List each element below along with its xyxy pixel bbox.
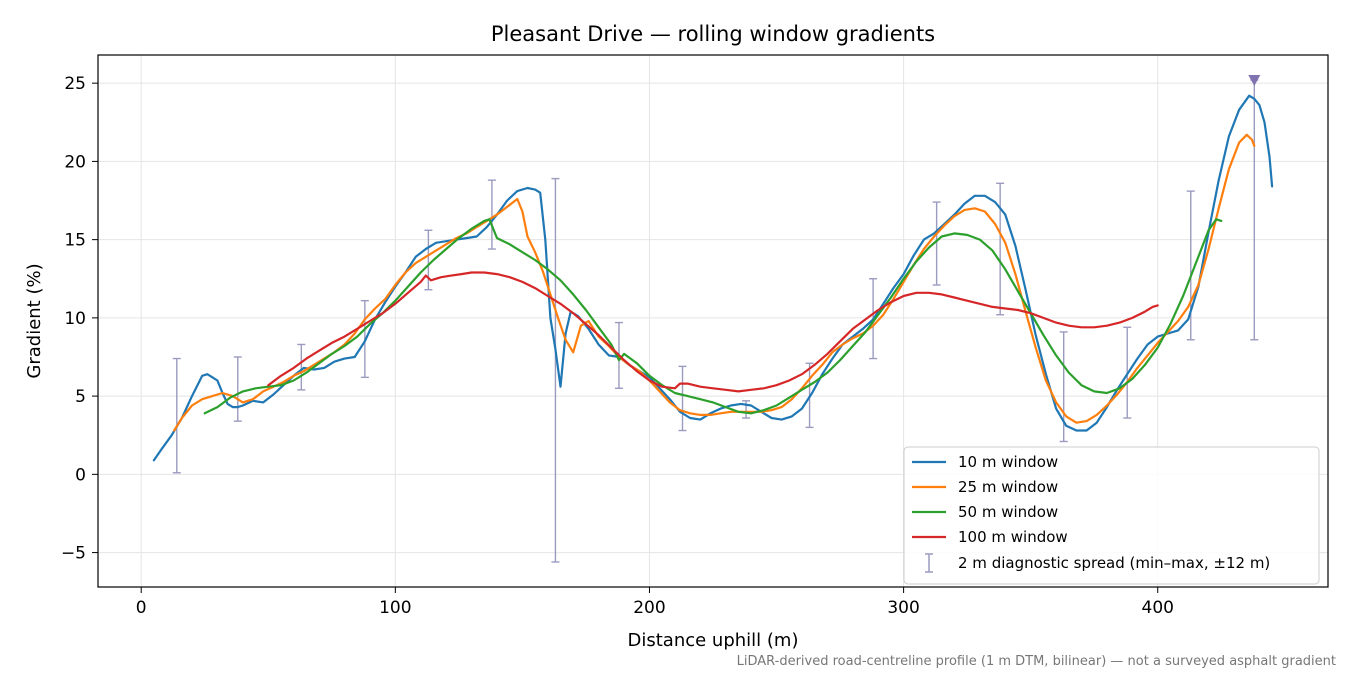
x-axis-ticks: 0 100 200 300 400 bbox=[136, 587, 1174, 618]
y-axis-label: Gradient (%) bbox=[24, 263, 45, 378]
y-tick-label: 25 bbox=[64, 74, 86, 94]
chart-title: Pleasant Drive — rolling window gradient… bbox=[491, 22, 935, 46]
series-line-10-m-window bbox=[152, 94, 1274, 462]
y-tick-label: 15 bbox=[64, 231, 86, 251]
series-line-50-m-window bbox=[203, 218, 1223, 415]
spread-bars bbox=[172, 79, 1259, 563]
x-tick-label: 300 bbox=[887, 598, 919, 618]
x-tick-label: 0 bbox=[136, 598, 147, 618]
peak-marker bbox=[1248, 75, 1261, 87]
y-tick-label: −5 bbox=[61, 544, 86, 564]
legend-box bbox=[903, 446, 1320, 585]
series-line-100-m-window bbox=[267, 271, 1159, 393]
spread-errorbar bbox=[551, 177, 560, 563]
spread-errorbar bbox=[172, 357, 181, 474]
spread-errorbar bbox=[487, 179, 496, 250]
y-tick-label: 10 bbox=[64, 309, 86, 329]
spread-errorbar bbox=[678, 365, 687, 432]
x-tick-label: 400 bbox=[1142, 598, 1174, 618]
series-lines bbox=[152, 94, 1274, 462]
legend: 10 m window 25 m window 50 m window 100 … bbox=[903, 446, 1320, 585]
y-axis-ticks: −5 0 5 10 15 20 25 bbox=[61, 74, 98, 564]
legend-label-spread: 2 m diagnostic spread (min–max, ±12 m) bbox=[958, 554, 1270, 572]
spread-errorbar bbox=[1250, 79, 1259, 341]
legend-label-50m: 50 m window bbox=[958, 503, 1058, 521]
spread-errorbar bbox=[1186, 190, 1195, 341]
peak-marker-group bbox=[1248, 75, 1261, 87]
y-tick-label: 5 bbox=[75, 387, 86, 407]
x-tick-label: 100 bbox=[379, 598, 411, 618]
legend-label-10m: 10 m window bbox=[958, 453, 1058, 471]
footnote: LiDAR-derived road-centreline profile (1… bbox=[737, 654, 1336, 669]
legend-label-100m: 100 m window bbox=[958, 528, 1068, 546]
legend-swatch-spread bbox=[925, 553, 933, 573]
series-line-25-m-window bbox=[173, 133, 1256, 432]
grid bbox=[98, 55, 1328, 587]
spread-errorbar bbox=[233, 356, 242, 422]
legend-label-25m: 25 m window bbox=[958, 478, 1058, 496]
x-axis-label: Distance uphill (m) bbox=[628, 630, 799, 651]
spread-errorbar bbox=[297, 343, 306, 391]
x-tick-label: 200 bbox=[633, 598, 665, 618]
plot-frame bbox=[97, 54, 1329, 588]
spread-errorbar bbox=[932, 201, 941, 286]
y-tick-label: 20 bbox=[64, 152, 86, 172]
spread-errorbar bbox=[424, 229, 433, 291]
spread-errorbar bbox=[996, 182, 1005, 316]
y-tick-label: 0 bbox=[75, 465, 86, 485]
